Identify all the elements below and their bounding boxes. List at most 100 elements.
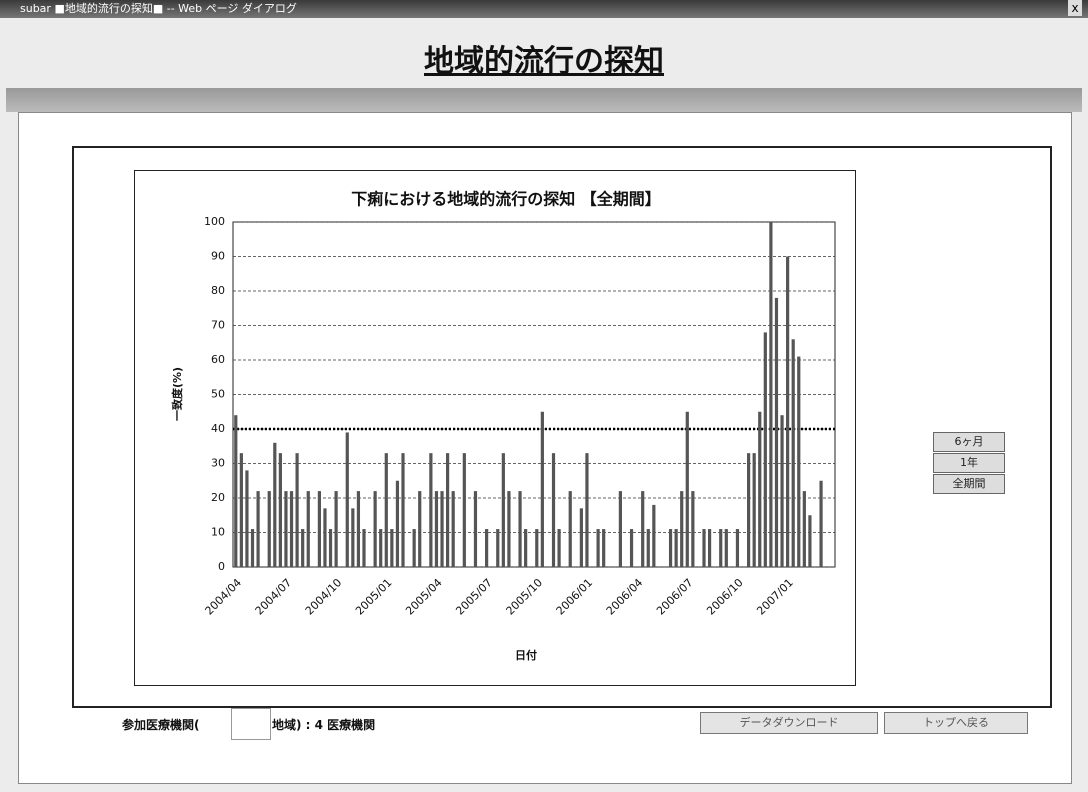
close-button[interactable]: x	[1068, 0, 1082, 16]
bar	[641, 491, 645, 567]
bar	[245, 470, 249, 567]
bar	[485, 529, 489, 567]
bar	[278, 453, 282, 567]
bar	[317, 491, 321, 567]
bar	[786, 256, 790, 567]
bar	[568, 491, 572, 567]
bar	[434, 491, 439, 567]
bar	[323, 508, 327, 567]
bar	[429, 453, 433, 567]
bar	[440, 491, 444, 567]
bar	[473, 491, 478, 567]
bar	[301, 529, 305, 567]
bar	[724, 529, 728, 567]
bar	[719, 529, 723, 567]
y-tick-label: 60	[211, 353, 225, 366]
y-tick-label: 0	[218, 560, 225, 573]
bar	[256, 491, 260, 567]
y-tick-label: 80	[211, 284, 225, 297]
bar	[763, 332, 767, 567]
bar	[707, 529, 712, 567]
page-title: 地域的流行の探知	[424, 44, 664, 79]
bar	[384, 453, 388, 567]
bar	[596, 529, 600, 567]
bar	[585, 453, 589, 567]
bar	[808, 515, 812, 567]
bar	[535, 529, 539, 567]
y-axis-label: 一致度(%)	[170, 367, 184, 421]
bar	[685, 411, 689, 567]
bar	[273, 442, 277, 567]
bar	[680, 491, 684, 567]
bar	[735, 529, 740, 567]
bar	[496, 529, 500, 567]
bar	[328, 529, 333, 567]
bar	[451, 491, 455, 567]
bar	[373, 491, 377, 567]
bar	[819, 480, 823, 567]
period-button[interactable]: 全期間	[933, 474, 1005, 494]
bar	[250, 529, 255, 567]
bar	[395, 480, 400, 567]
x-axis-label: 日付	[515, 648, 537, 662]
bar	[769, 222, 773, 567]
chart-title: 下痢における地域的流行の探知 【全期間】	[351, 190, 661, 209]
y-tick-label: 50	[211, 388, 225, 401]
bar	[501, 453, 505, 567]
bar	[540, 411, 544, 567]
back-button[interactable]: トップへ戻る	[884, 712, 1028, 734]
y-tick-label: 30	[211, 457, 225, 470]
bar	[518, 491, 522, 567]
bar	[752, 453, 756, 567]
bar	[356, 491, 361, 567]
bar	[802, 491, 806, 567]
bar	[446, 453, 450, 567]
participants-suffix: 地域) : 4 医療機関	[272, 718, 376, 732]
bar	[234, 415, 238, 567]
bar	[295, 453, 299, 567]
bar	[289, 491, 294, 567]
period-button[interactable]: 1年	[933, 453, 1005, 473]
bar	[652, 504, 656, 567]
bar	[791, 339, 795, 567]
bar	[668, 529, 673, 567]
bar	[747, 453, 751, 567]
window-title: subar ■地域的流行の探知■ -- Web ページ ダイアログ	[20, 2, 297, 15]
bar	[507, 491, 511, 567]
y-tick-label: 40	[211, 422, 225, 435]
bar	[390, 529, 394, 567]
participants-prefix: 参加医療機関(	[122, 718, 200, 732]
bar	[267, 491, 271, 567]
y-tick-label: 100	[204, 215, 225, 228]
bar	[780, 415, 784, 567]
y-tick-label: 10	[211, 526, 225, 539]
bar	[412, 529, 416, 567]
bar	[602, 529, 606, 567]
region-input[interactable]	[231, 708, 271, 740]
y-tick-label: 70	[211, 319, 225, 332]
bar	[345, 432, 349, 567]
bar	[334, 491, 338, 567]
bar	[239, 453, 243, 567]
bar	[758, 411, 762, 567]
bar	[401, 453, 405, 567]
bar	[462, 453, 466, 567]
bar	[774, 297, 779, 567]
bar	[284, 491, 288, 567]
bar	[362, 529, 366, 567]
bar	[418, 491, 422, 567]
y-tick-label: 90	[211, 250, 225, 263]
window-titlebar: subar ■地域的流行の探知■ -- Web ページ ダイアログ	[0, 0, 1088, 18]
bar	[702, 529, 706, 567]
bar	[646, 529, 650, 567]
period-button[interactable]: 6ヶ月	[933, 432, 1005, 452]
bar	[797, 356, 801, 567]
bar	[379, 529, 383, 567]
chart: 下痢における地域的流行の探知 【全期間】 日付 一致度(%) 0 10 20 30 40…	[134, 170, 856, 686]
bar	[306, 491, 310, 567]
download-button[interactable]: データダウンロード	[700, 712, 878, 734]
bar	[524, 529, 528, 567]
bar	[351, 508, 355, 567]
bar	[579, 508, 583, 567]
